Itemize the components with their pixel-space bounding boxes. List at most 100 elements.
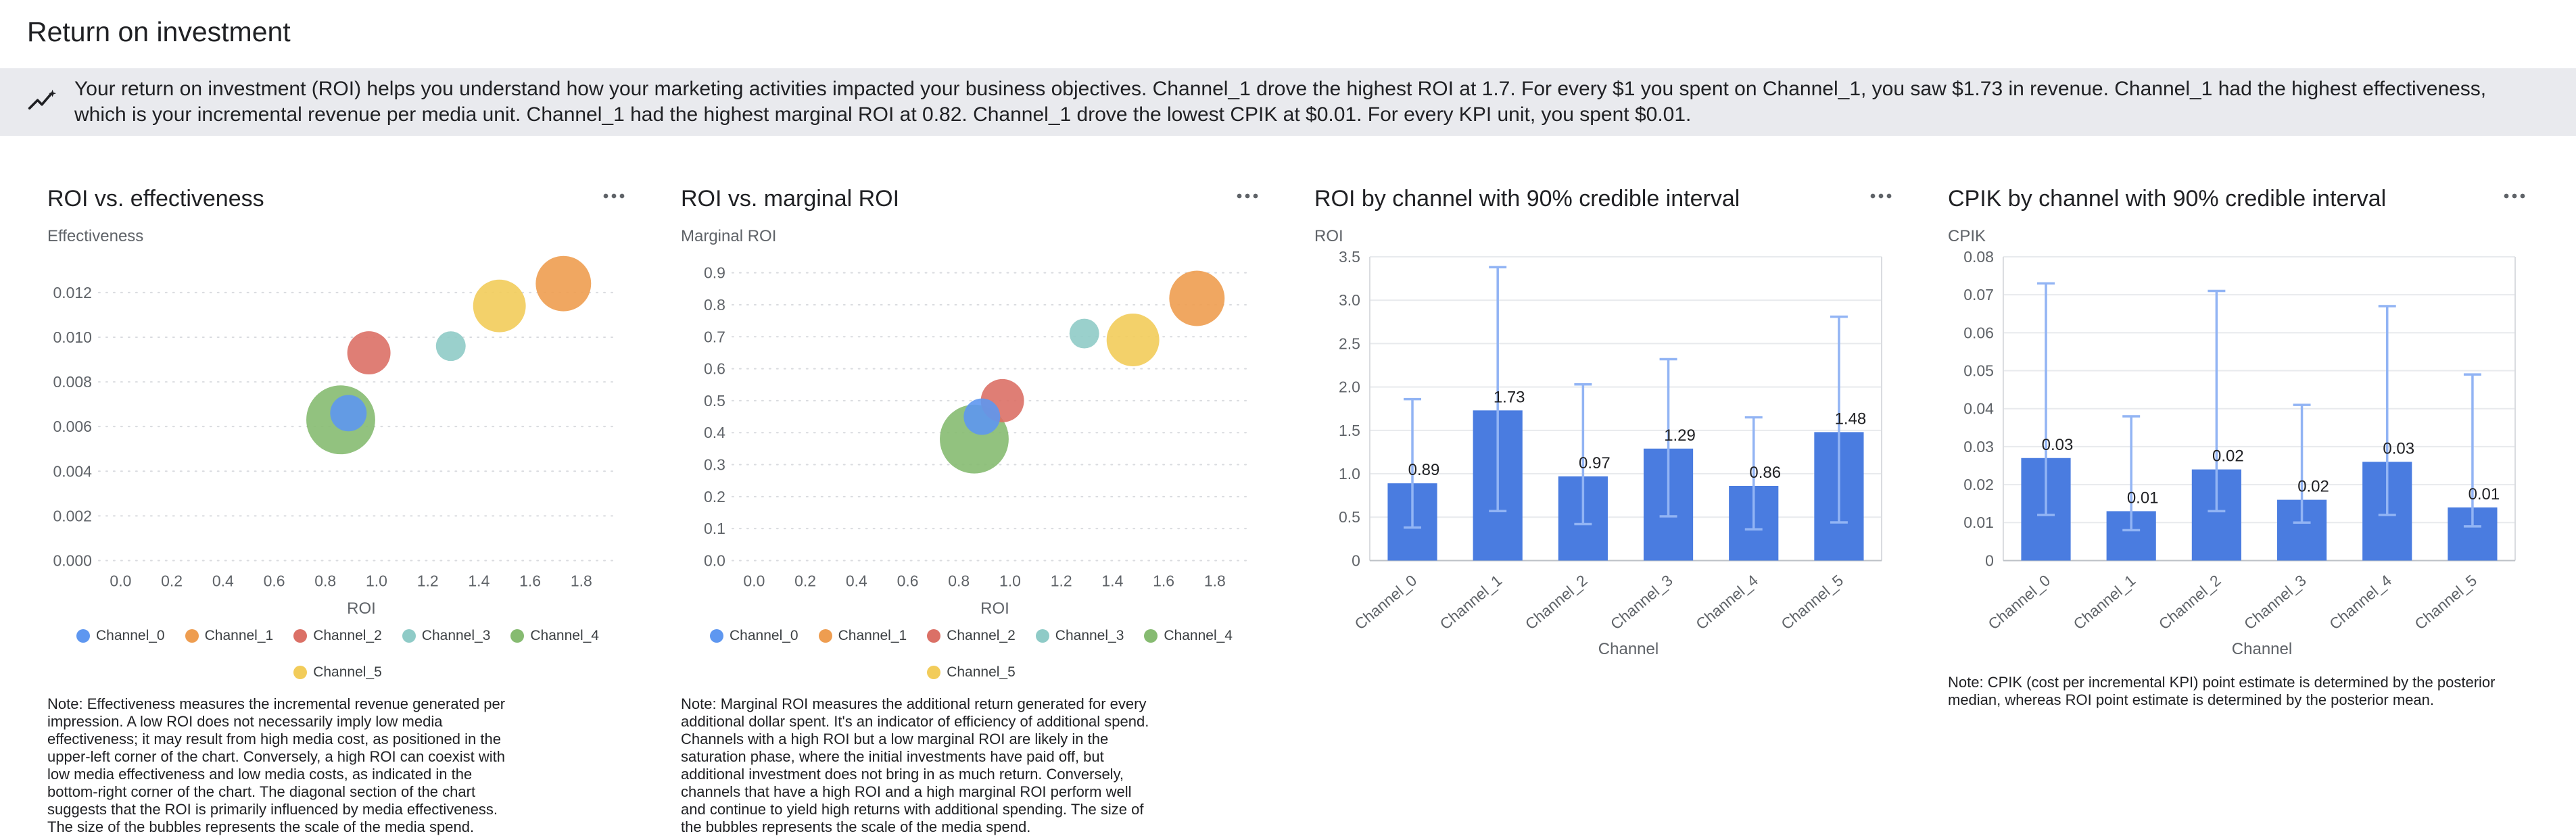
svg-text:0.008: 0.008 [53, 373, 91, 391]
legend-label: Channel_1 [204, 628, 274, 644]
svg-text:0.03: 0.03 [2042, 436, 2074, 454]
svg-text:Channel_0: Channel_0 [1984, 571, 2053, 633]
svg-text:Channel_5: Channel_5 [2411, 571, 2480, 633]
chart-card-roi-by-channel: ROI by channel with 90% credible interva… [1314, 186, 1895, 836]
chart-card-roi-vs-marginal-roi: ROI vs. marginal ROI Marginal ROI 0.0 0.1… [681, 186, 1262, 836]
svg-text:0.000: 0.000 [53, 551, 91, 569]
more-options-button[interactable] [2500, 186, 2529, 206]
svg-text:0.006: 0.006 [53, 418, 91, 435]
legend-item[interactable]: Channel_4 [510, 628, 599, 644]
chart-legend: Channel_0 Channel_1 Channel_2 Channel_3 Chan… [47, 628, 628, 681]
svg-text:1.4: 1.4 [1101, 572, 1123, 589]
y-axis-label: CPIK [1948, 227, 1986, 245]
legend-dot [510, 629, 525, 643]
more-horiz-icon [1237, 193, 1258, 199]
y-axis-label: Effectiveness [47, 227, 144, 245]
svg-text:1.48: 1.48 [1835, 410, 1867, 428]
svg-text:0.86: 0.86 [1749, 464, 1781, 482]
more-horiz-icon [603, 193, 625, 199]
svg-text:0.08: 0.08 [1963, 249, 1994, 266]
legend-label: Channel_3 [1055, 628, 1124, 644]
svg-text:0: 0 [1352, 551, 1360, 569]
legend-item[interactable]: Channel_2 [293, 628, 382, 644]
legend-item[interactable]: Channel_1 [818, 628, 907, 644]
legend-item[interactable]: Channel_1 [185, 628, 274, 644]
svg-text:Channel_0: Channel_0 [1351, 571, 1420, 633]
legend-dot [185, 629, 199, 643]
chart-card-cpik-by-channel: CPIK by channel with 90% credible interv… [1948, 186, 2529, 836]
more-options-button[interactable] [1233, 186, 1262, 206]
svg-text:1.4: 1.4 [468, 572, 490, 589]
legend-item[interactable]: Channel_5 [293, 664, 382, 681]
svg-text:1.0: 1.0 [999, 572, 1021, 589]
svg-text:0.3: 0.3 [704, 456, 725, 474]
svg-text:0.01: 0.01 [2468, 485, 2500, 503]
legend-label: Channel_5 [313, 664, 382, 681]
svg-text:Channel_4: Channel_4 [2326, 571, 2395, 633]
legend-dot [1144, 629, 1158, 643]
chart-note: Note: Effectiveness measures the increme… [47, 695, 506, 836]
roi-vs-effectiveness-chart: 0.000 0.002 0.004 0.006 0.008 0.010 0.012 0.0 0.… [53, 255, 616, 589]
charts-grid: ROI vs. effectiveness Effectiveness 0.00… [0, 136, 2576, 836]
svg-text:0.0: 0.0 [704, 551, 725, 569]
svg-text:0.6: 0.6 [704, 360, 725, 378]
svg-text:1.0: 1.0 [1339, 465, 1360, 483]
svg-text:Channel_1: Channel_1 [1437, 571, 1506, 633]
legend-item[interactable]: Channel_0 [710, 628, 798, 644]
svg-text:0.5: 0.5 [1339, 508, 1360, 526]
svg-text:0.07: 0.07 [1963, 286, 1994, 303]
svg-text:0.8: 0.8 [704, 296, 725, 314]
svg-text:1.2: 1.2 [1051, 572, 1072, 589]
svg-text:0.2: 0.2 [161, 572, 183, 589]
insight-text: Your return on investment (ROI) helps yo… [74, 78, 2487, 126]
svg-text:0.03: 0.03 [1963, 438, 1994, 455]
svg-text:Channel_2: Channel_2 [1522, 571, 1591, 633]
chart-note: Note: CPIK (cost per incremental KPI) po… [1948, 674, 2496, 709]
svg-text:0.012: 0.012 [53, 284, 91, 301]
legend-item[interactable]: Channel_4 [1144, 628, 1233, 644]
svg-text:1.29: 1.29 [1664, 426, 1696, 445]
legend-item[interactable]: Channel_3 [1035, 628, 1124, 644]
svg-text:0.4: 0.4 [704, 424, 725, 441]
svg-text:0.9: 0.9 [704, 264, 725, 282]
legend-item[interactable]: Channel_2 [927, 628, 1016, 644]
svg-text:0: 0 [1985, 551, 1994, 569]
svg-text:0.002: 0.002 [53, 507, 91, 524]
legend-label: Channel_1 [838, 628, 907, 644]
legend-dot [927, 629, 941, 643]
cpik-by-channel-chart: 0 0.01 0.02 0.03 0.04 0.05 0.06 0.07 0.08 0.03 Cha… [1963, 249, 2517, 633]
svg-text:0.4: 0.4 [846, 572, 867, 589]
svg-text:2.5: 2.5 [1339, 335, 1360, 352]
svg-text:0.03: 0.03 [2383, 439, 2414, 458]
chart-title: CPIK by channel with 90% credible interv… [1948, 186, 2387, 212]
svg-text:3.0: 3.0 [1339, 291, 1360, 309]
legend-item[interactable]: Channel_0 [76, 628, 165, 644]
svg-text:0.1: 0.1 [704, 520, 725, 537]
svg-text:2.0: 2.0 [1339, 378, 1360, 396]
legend-label: Channel_2 [313, 628, 382, 644]
legend-label: Channel_3 [421, 628, 491, 644]
legend-dot [710, 629, 724, 643]
svg-text:Channel_3: Channel_3 [1607, 571, 1676, 633]
legend-dot [293, 666, 308, 680]
legend-item[interactable]: Channel_5 [927, 664, 1016, 681]
svg-text:3.5: 3.5 [1339, 249, 1360, 266]
chart-title: ROI vs. marginal ROI [681, 186, 900, 212]
svg-text:1.2: 1.2 [417, 572, 439, 589]
svg-text:0.004: 0.004 [53, 462, 92, 480]
svg-text:0.6: 0.6 [897, 572, 919, 589]
legend-label: Channel_2 [947, 628, 1016, 644]
legend-label: Channel_4 [530, 628, 599, 644]
svg-text:0.2: 0.2 [704, 488, 725, 506]
legend-dot [293, 629, 308, 643]
more-options-button[interactable] [600, 186, 628, 206]
more-horiz-icon [1870, 193, 1892, 199]
svg-text:0.89: 0.89 [1408, 461, 1440, 479]
y-axis-label: ROI [1314, 227, 1343, 245]
svg-text:0.7: 0.7 [704, 328, 725, 345]
legend-item[interactable]: Channel_3 [402, 628, 491, 644]
more-options-button[interactable] [1867, 186, 1895, 206]
insight-icon [27, 87, 57, 117]
legend-label: Channel_0 [96, 628, 165, 644]
svg-text:1.73: 1.73 [1494, 388, 1525, 406]
